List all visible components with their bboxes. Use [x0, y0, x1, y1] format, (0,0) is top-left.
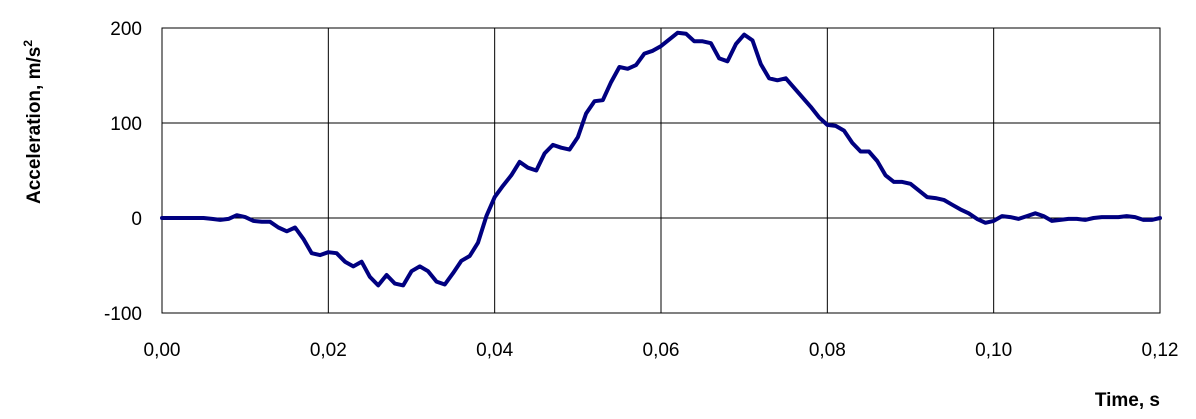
- y-tick-label: 200: [110, 19, 142, 40]
- x-tick-label: 0,12: [1142, 340, 1179, 361]
- x-tick-label: 0,02: [310, 340, 347, 361]
- x-tick-label: 0,08: [809, 340, 846, 361]
- y-tick-label: -100: [104, 304, 142, 325]
- y-tick-label: 0: [131, 209, 142, 230]
- x-axis-ticks: 0,00 0,02 0,04 0,06 0,08 0,10 0,12: [144, 340, 1179, 361]
- grid: [161, 27, 1161, 314]
- x-tick-label: 0,04: [476, 340, 513, 361]
- x-tick-label: 0,06: [643, 340, 680, 361]
- y-axis-title-superscript: 2: [21, 40, 35, 47]
- acceleration-series-line: [160, 30, 1162, 288]
- x-axis-title: Time, s: [1095, 390, 1160, 411]
- y-axis-ticks: -100 0 100 200: [104, 19, 142, 325]
- x-tick-label: 0,00: [144, 340, 181, 361]
- series-layer: [160, 30, 1162, 288]
- y-tick-label: 100: [110, 114, 142, 135]
- x-tick-label: 0,10: [975, 340, 1012, 361]
- y-axis-title-text: Acceleration, m/s: [24, 47, 45, 204]
- y-axis-title: Acceleration, m/s2: [21, 40, 45, 204]
- plot-area-frame: [161, 27, 1161, 314]
